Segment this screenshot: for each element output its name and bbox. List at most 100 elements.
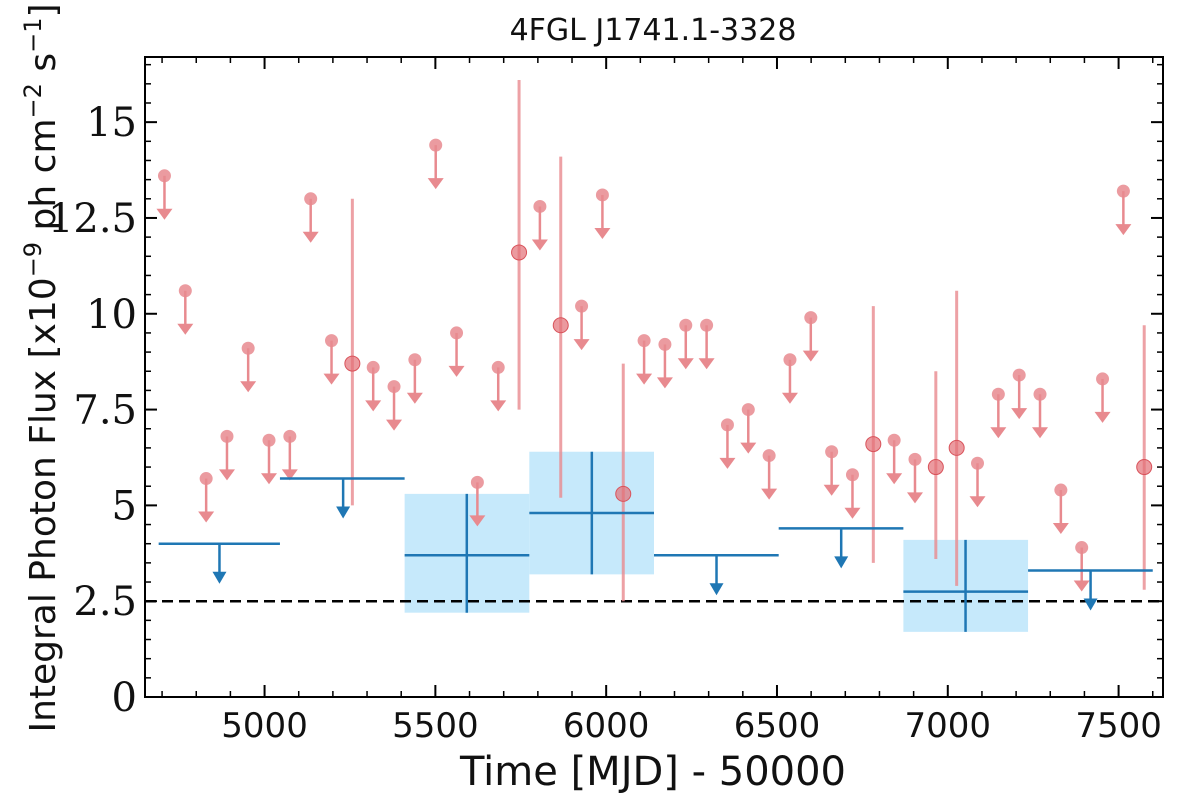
- yearly-upper-limit-arrow-head: [336, 506, 351, 519]
- y-axis-label-exp: −9: [19, 242, 47, 277]
- monthly-upper-limit-arrow-head: [386, 419, 403, 431]
- y-tick-label: 12.5: [48, 196, 137, 242]
- x-tick-label: 7500: [1075, 706, 1162, 746]
- plot-area: 5000 5500 6000 6500 7000 7500 0 2.5 5 7.5 10 12.5 15: [48, 56, 1164, 746]
- chart-title: 4FGL J1741.1-3328: [510, 13, 797, 48]
- monthly-upper-limit-arrow-head: [573, 339, 590, 351]
- monthly-upper-limit-arrow-head: [1032, 427, 1049, 439]
- monthly-upper-limit-point: [887, 433, 901, 447]
- monthly-upper-limit-point: [408, 353, 422, 367]
- monthly-upper-limit-point: [991, 387, 1005, 401]
- monthly-upper-limit-arrow-head: [844, 507, 861, 519]
- monthly-upper-limit-point: [637, 334, 651, 348]
- x-tick-label: 5000: [221, 706, 308, 746]
- monthly-upper-limit-arrow-head: [261, 473, 278, 485]
- x-tick-label: 6500: [734, 706, 821, 746]
- monthly-upper-limit-point: [220, 429, 234, 443]
- y-tick-label: 0: [112, 675, 137, 721]
- monthly-upper-limit-point: [262, 433, 276, 447]
- monthly-detection-point: [948, 439, 965, 456]
- yearly-series: [158, 451, 1153, 632]
- monthly-upper-limit-point: [658, 337, 672, 351]
- monthly-detection-point: [344, 355, 361, 372]
- monthly-upper-limit-point: [845, 468, 859, 482]
- monthly-detection-point: [552, 317, 569, 334]
- monthly-detection-point: [615, 485, 632, 502]
- y-axis-label-main: Integral Photon Flux [x10: [23, 277, 64, 732]
- monthly-upper-limit-arrow-head: [823, 484, 840, 496]
- plot-frame: [144, 56, 1164, 698]
- monthly-upper-limit-arrow-head: [448, 365, 465, 377]
- monthly-upper-limit-point: [429, 138, 443, 152]
- monthly-upper-limit-arrow-head: [281, 469, 298, 481]
- monthly-upper-limit-point: [283, 429, 297, 443]
- monthly-upper-limit-point: [762, 449, 776, 463]
- monthly-upper-limit-point: [971, 456, 985, 470]
- monthly-upper-limit-point: [533, 199, 547, 213]
- monthly-upper-limit-arrow-head: [177, 323, 194, 335]
- monthly-upper-limit-arrow-head: [218, 469, 235, 481]
- monthly-upper-limit-point: [1054, 483, 1068, 497]
- axis-ticks: 5000 5500 6000 6500 7000 7500 0 2.5 5 7.5 10 12.5 15: [48, 57, 1163, 746]
- monthly-upper-limit-point: [450, 326, 464, 340]
- y-axis-label-close: ]: [23, 3, 64, 17]
- monthly-upper-limit-point: [720, 418, 734, 432]
- monthly-upper-limit-point: [387, 380, 401, 394]
- monthly-series: [156, 79, 1153, 602]
- monthly-upper-limit-point: [595, 188, 609, 202]
- monthly-upper-limit-arrow-head: [594, 227, 611, 239]
- monthly-upper-limit-arrow-head: [698, 358, 715, 370]
- monthly-upper-limit-point: [1033, 387, 1047, 401]
- monthly-upper-limit-arrow-head: [490, 400, 507, 412]
- y-tick-label: 7.5: [73, 388, 137, 434]
- monthly-upper-limit-arrow-head: [1011, 408, 1028, 420]
- monthly-upper-limit-arrow-head: [886, 473, 903, 485]
- monthly-detection-point: [511, 244, 528, 261]
- yearly-upper-limit-arrow-head: [834, 556, 849, 569]
- y-axis-label-exp2: −2: [19, 83, 47, 118]
- monthly-upper-limit-arrow-head: [802, 350, 819, 362]
- monthly-upper-limit-point: [825, 445, 839, 459]
- monthly-upper-limit-arrow-head: [656, 377, 673, 389]
- monthly-upper-limit-point: [1012, 368, 1026, 382]
- monthly-upper-limit-point: [199, 472, 213, 486]
- monthly-upper-limit-arrow-head: [677, 358, 694, 370]
- y-axis-label-exp3: −1: [19, 18, 47, 53]
- y-axis-label-mid: ph cm: [23, 118, 64, 241]
- monthly-upper-limit-point: [741, 403, 755, 417]
- monthly-upper-limit-point: [1096, 372, 1110, 386]
- monthly-upper-limit-arrow-head: [1073, 580, 1090, 592]
- monthly-upper-limit-arrow-head: [1115, 224, 1132, 236]
- x-tick-label: 7000: [905, 706, 992, 746]
- monthly-upper-limit-arrow-head: [406, 392, 423, 404]
- monthly-upper-limit-arrow-head: [1052, 523, 1069, 535]
- y-tick-label: 2.5: [73, 579, 137, 625]
- monthly-upper-limit-arrow-head: [719, 457, 736, 469]
- monthly-upper-limit-arrow-head: [365, 400, 382, 412]
- monthly-upper-limit-point: [241, 341, 255, 355]
- x-tick-label: 6000: [563, 706, 650, 746]
- monthly-upper-limit-arrow-head: [469, 515, 486, 527]
- monthly-upper-limit-point: [304, 192, 318, 206]
- monthly-upper-limit-point: [1075, 541, 1089, 555]
- monthly-upper-limit-point: [1116, 184, 1130, 198]
- monthly-upper-limit-arrow-head: [240, 381, 257, 393]
- y-tick-label: 15: [86, 100, 137, 146]
- yearly-upper-limit-arrow-head: [1083, 598, 1098, 611]
- yearly-upper-limit-arrow-head: [212, 571, 227, 584]
- monthly-upper-limit-point: [178, 284, 192, 298]
- monthly-upper-limit-arrow-head: [1094, 411, 1111, 423]
- monthly-detection-point: [927, 459, 944, 476]
- monthly-upper-limit-arrow-head: [636, 373, 653, 385]
- x-tick-label: 5500: [392, 706, 479, 746]
- monthly-upper-limit-arrow-head: [198, 511, 215, 523]
- monthly-detection-point: [1136, 459, 1153, 476]
- monthly-upper-limit-point: [700, 318, 714, 332]
- monthly-upper-limit-arrow-head: [531, 239, 548, 251]
- monthly-upper-limit-point: [157, 169, 171, 183]
- monthly-upper-limit-arrow-head: [761, 488, 778, 500]
- monthly-upper-limit-arrow-head: [990, 427, 1007, 439]
- y-axis-label: Integral Photon Flux [x10−9 ph cm−2 s−1]: [19, 3, 64, 732]
- y-tick-label: 5: [112, 483, 137, 529]
- monthly-detection-point: [865, 436, 882, 453]
